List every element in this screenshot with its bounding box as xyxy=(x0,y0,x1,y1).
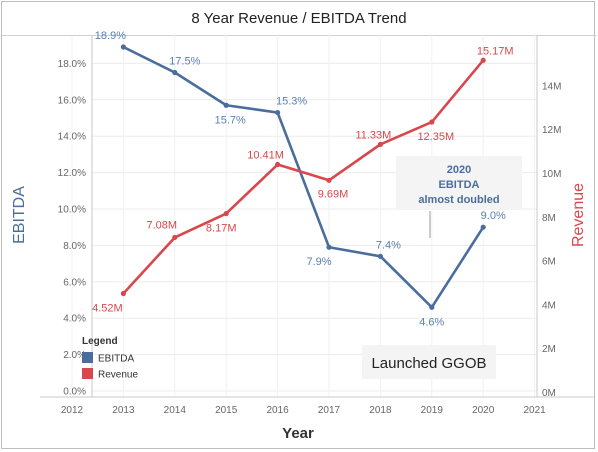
y-left-tick-label: 14.0% xyxy=(58,132,86,143)
annotations: 2020 EBITDA almost doubled Launched GGOB xyxy=(362,156,522,379)
x-tick-label: 2013 xyxy=(112,405,135,416)
annotation-box-2020 xyxy=(396,156,522,210)
y-left-tick-label: 4.0% xyxy=(63,314,86,325)
series-ebitda: 18.9% 17.5% 15.7% 15.3% 7.9% 7.4% 4.6% 9.0% xyxy=(95,30,506,328)
data-point xyxy=(429,119,435,125)
annotation-text: EBITDA xyxy=(439,179,480,191)
data-point xyxy=(480,57,486,63)
y-right-tick-label: 8M xyxy=(542,213,556,224)
data-point xyxy=(326,244,332,250)
x-tick-labels: 2012 2013 2014 2015 2016 2017 2018 2019 2020 2021 xyxy=(61,405,546,416)
y-left-tick-label: 10.0% xyxy=(58,205,86,216)
data-point xyxy=(223,102,229,108)
legend-swatch xyxy=(82,352,93,363)
annotation-text: almost doubled xyxy=(418,194,499,206)
data-label: 4.52M xyxy=(92,303,123,315)
legend-label: EBITDA xyxy=(98,354,134,365)
y-left-tick-label: 2.0% xyxy=(63,350,86,361)
series-line-revenue xyxy=(122,59,485,295)
legend: Legend EBITDA Revenue xyxy=(82,336,138,381)
series-line-ebitda xyxy=(122,45,485,309)
data-point xyxy=(120,290,126,297)
data-point xyxy=(377,141,383,147)
y-left-tick-labels: 0.0% 2.0% 4.0% 6.0% 8.0% 10.0% 12.0% 14.0% 16.0%… xyxy=(58,59,86,398)
y-right-tick-label: 2M xyxy=(542,344,556,355)
y-left-tick-label: 18.0% xyxy=(58,59,86,70)
data-label: 17.5% xyxy=(169,56,200,68)
data-label: 10.41M xyxy=(247,150,284,162)
y-left-tick-label: 16.0% xyxy=(58,95,86,106)
y-right-axis-label: Revenue xyxy=(570,183,587,247)
x-tick-label: 2021 xyxy=(523,405,546,416)
y-left-tick-label: 8.0% xyxy=(63,241,86,252)
data-point xyxy=(377,253,383,259)
y-left-tick-label: 0.0% xyxy=(63,387,86,398)
x-tick-label: 2015 xyxy=(215,405,238,416)
x-tick-label: 2017 xyxy=(318,405,341,416)
data-point xyxy=(172,69,178,76)
y-right-tick-label: 0M xyxy=(542,388,556,399)
chart-title: 8 Year Revenue / EBITDA Trend xyxy=(2,2,596,36)
legend-title: Legend xyxy=(82,336,118,347)
gridlines xyxy=(71,35,537,397)
data-label: 11.33M xyxy=(355,129,391,141)
data-point xyxy=(326,177,332,183)
y-right-tick-label: 12M xyxy=(542,125,561,136)
data-label: 7.08M xyxy=(147,219,178,231)
x-tick-label: 2019 xyxy=(421,405,444,416)
data-label: 8.17M xyxy=(206,223,237,235)
y-left-axis-label: EBITDA xyxy=(11,186,28,244)
data-label: 15.7% xyxy=(215,114,246,126)
data-label: 7.4% xyxy=(376,239,401,251)
x-axis-label: Year xyxy=(282,425,314,442)
data-point xyxy=(275,109,281,116)
axes xyxy=(40,35,594,398)
y-right-tick-label: 10M xyxy=(542,169,561,180)
y-right-tick-label: 14M xyxy=(542,81,561,92)
data-label: 4.6% xyxy=(419,316,444,328)
y-right-tick-label: 4M xyxy=(542,300,556,311)
data-point xyxy=(275,161,281,168)
x-tick-label: 2018 xyxy=(369,405,392,416)
legend-swatch xyxy=(82,368,93,379)
data-point xyxy=(429,304,435,310)
data-label: 7.9% xyxy=(306,256,331,268)
series-revenue: 4.52M 7.08M 8.17M 10.41M 9.69M 11.33M 12.35M 15… xyxy=(92,45,513,314)
annotation-box-ggob xyxy=(362,345,496,379)
data-label: 12.35M xyxy=(417,131,454,143)
y-left-tick-label: 12.0% xyxy=(58,168,86,179)
data-label: 15.17M xyxy=(477,45,514,57)
annotation-text: 2020 xyxy=(447,164,471,176)
x-tick-label: 2012 xyxy=(61,405,84,416)
annotation-text: Launched GGOB xyxy=(371,355,486,372)
x-tick-label: 2020 xyxy=(472,405,495,416)
y-right-tick-labels: 0M 2M 4M 6M 8M 10M 12M 14M xyxy=(542,81,561,399)
x-tick-label: 2014 xyxy=(164,405,187,416)
data-point xyxy=(480,224,486,230)
data-point xyxy=(172,234,178,241)
y-right-tick-label: 6M xyxy=(542,257,556,268)
data-label: 18.9% xyxy=(95,30,126,42)
x-tick-label: 2016 xyxy=(266,405,289,416)
legend-label: Revenue xyxy=(98,370,138,381)
data-label: 9.69M xyxy=(318,188,349,200)
data-label: 15.3% xyxy=(276,96,307,108)
series-layer: 18.9%17.5%15.7%15.3%7.9%7.4%4.6%9.0%4.52… xyxy=(92,30,513,328)
data-point xyxy=(223,210,229,217)
data-label: 9.0% xyxy=(481,210,506,222)
data-point xyxy=(120,44,126,50)
y-left-tick-label: 6.0% xyxy=(63,277,86,288)
